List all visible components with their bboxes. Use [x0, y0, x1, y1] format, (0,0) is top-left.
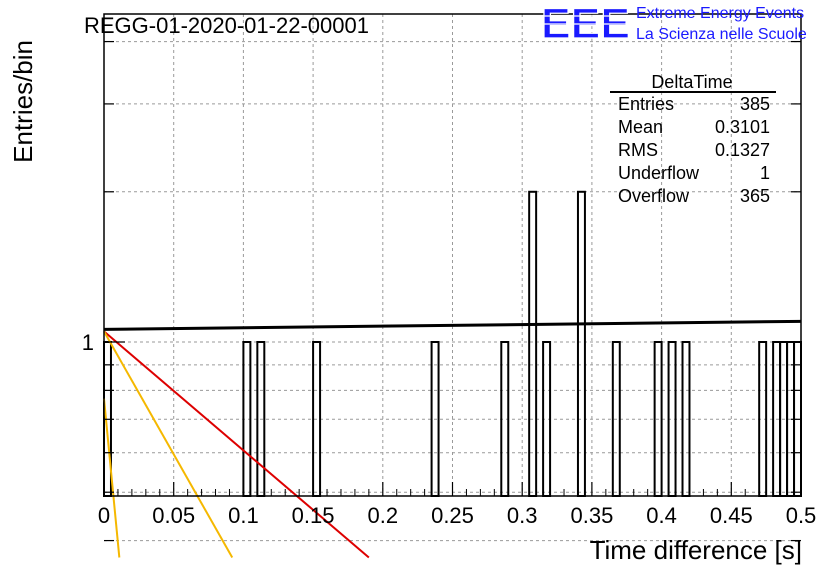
stats-row-value: 0.3101: [715, 117, 770, 137]
x-tick-label: 0.4: [646, 503, 677, 528]
stats-rows: Entries 385 Mean 0.3101 RMS 0.1327 Underflow 1 O…: [618, 94, 770, 206]
stats-row-label: Mean: [618, 117, 663, 137]
x-tick-label: 0.5: [786, 503, 817, 528]
eee-logo: EEE Extreme Energy Events La Scienza nel…: [540, 0, 807, 49]
fit-line: [103, 330, 370, 559]
stats-row-label: Underflow: [618, 163, 700, 183]
y-axis-label: Entries/bin: [8, 40, 38, 163]
fit-line: [103, 330, 234, 558]
chart-title: REGG-01-2020-01-22-00001: [84, 13, 369, 38]
histogram-bin: [576, 190, 586, 497]
stats-row-value: 0.1327: [715, 140, 770, 160]
stats-row-value: 365: [740, 186, 770, 206]
y-tick-label: 1: [82, 330, 94, 355]
stats-box: DeltaTime Entries 385 Mean 0.3101 RMS 0.1327 U…: [610, 72, 776, 206]
axis-ticks: [103, 40, 802, 542]
stats-row-value: 385: [740, 94, 770, 114]
histogram-bin: [528, 190, 538, 497]
x-tick-label: 0.35: [570, 503, 613, 528]
x-tick-label: 0.2: [368, 503, 399, 528]
x-tick-labels: 0 0.05 0.1 0.15 0.2 0.25 0.3 0.35 0.4 0.45 0.5: [98, 503, 816, 528]
logo-line2: La Scienza nelle Scuole: [636, 26, 807, 43]
x-tick-label: 0: [98, 503, 110, 528]
stats-row-label: Overflow: [618, 186, 690, 206]
fit-line: [103, 319, 802, 331]
fit-curves: [103, 319, 802, 559]
logo-line1: Extreme Energy Events: [636, 5, 804, 22]
x-tick-label: 0.45: [710, 503, 753, 528]
fit-line: [103, 398, 121, 558]
grid: [104, 14, 801, 542]
y-tick-labels: 1: [82, 330, 94, 355]
stats-row-label: Entries: [618, 94, 674, 114]
stats-row-value: 1: [760, 163, 770, 183]
stats-title: DeltaTime: [651, 72, 732, 92]
x-tick-label: 0.3: [507, 503, 538, 528]
stats-row-label: RMS: [618, 140, 658, 160]
x-tick-label: 0.15: [292, 503, 335, 528]
x-axis-label: Time difference [s]: [590, 535, 802, 565]
x-tick-label: 0.1: [228, 503, 259, 528]
x-tick-label: 0.25: [431, 503, 474, 528]
x-tick-label: 0.05: [152, 503, 195, 528]
